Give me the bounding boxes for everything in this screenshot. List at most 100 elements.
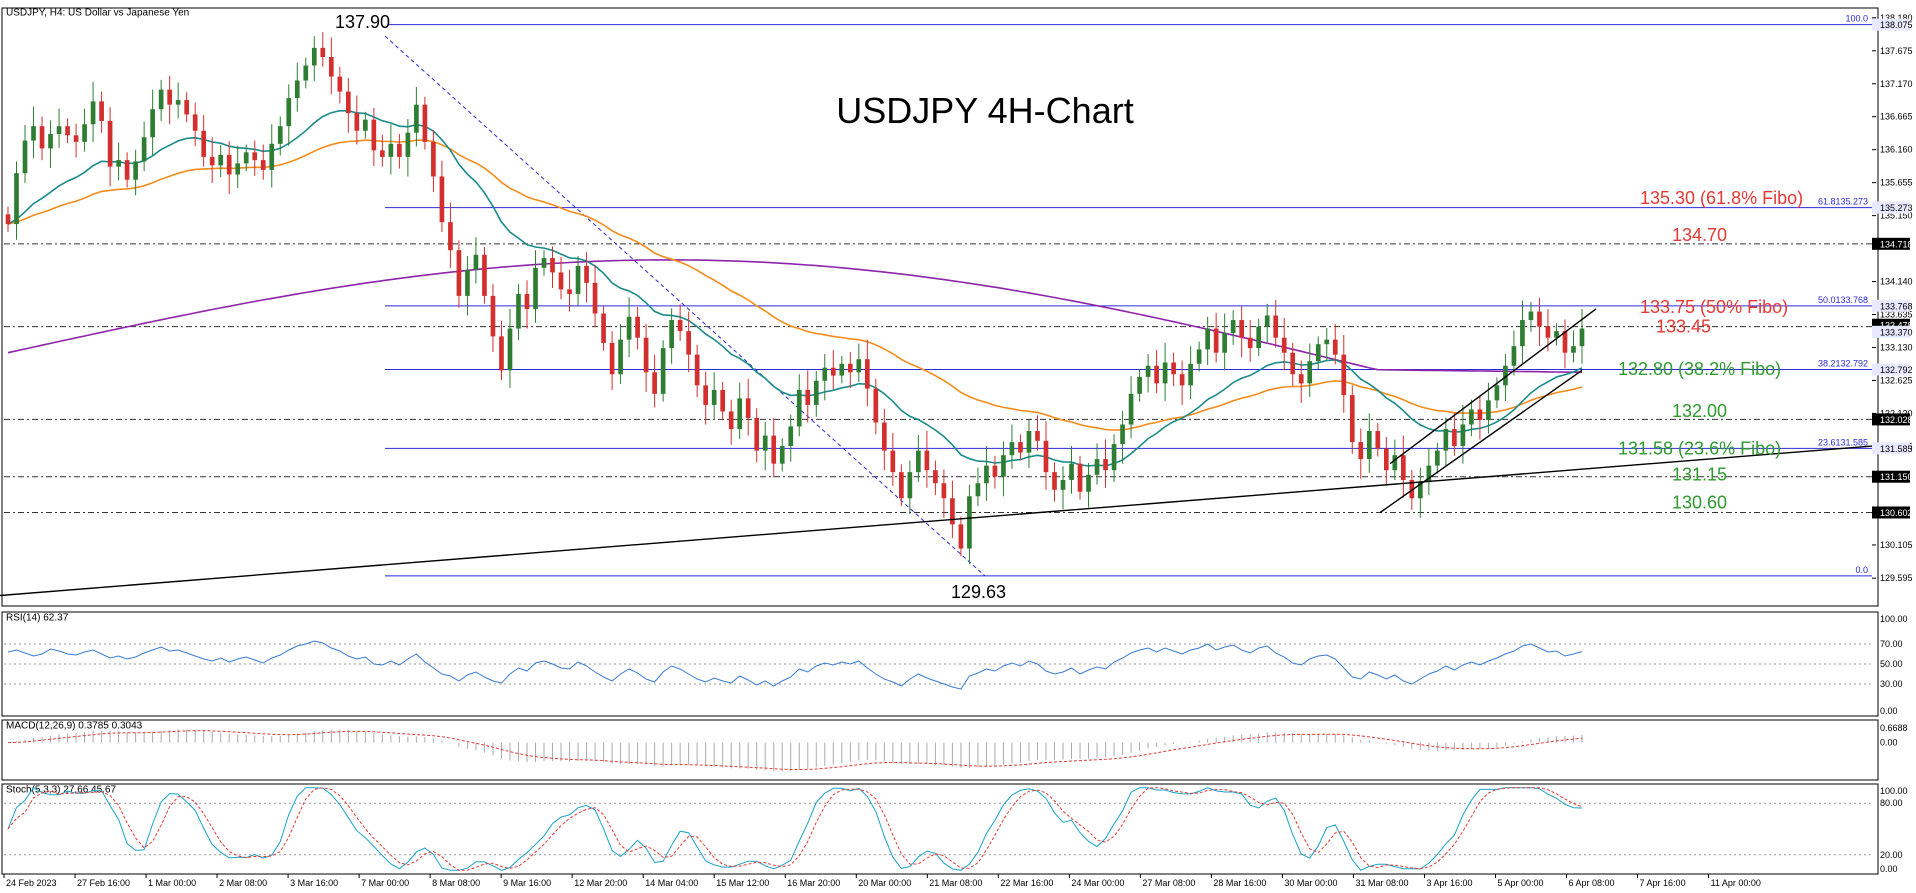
stoch-tick-label: 100.00 [1880,786,1908,796]
candle-body [286,98,292,127]
x-tick-label: 3 Mar 16:00 [290,878,338,888]
candle-body [22,140,28,174]
candle-body [448,222,453,251]
price-label-text: 134.718 [1880,239,1913,249]
candle-body [967,496,972,549]
candle-body [294,80,300,99]
x-tick-label: 7 Mar 00:00 [361,878,409,888]
candle-body [1137,376,1142,394]
y-tick-label: 132.625 [1880,375,1913,385]
candle-body [107,120,113,167]
candle-body [56,126,62,135]
price-label-text: 133.478 [1880,320,1913,330]
candle-body [984,465,989,484]
price-annotation: 133.45 [1656,317,1711,337]
candle-body [779,446,785,464]
candle-body [677,320,683,332]
candle-body [813,380,819,405]
price-label-text: 131.585 [1880,444,1913,454]
candle-body [1324,339,1330,345]
stoch-tick-label: 20.00 [1880,850,1903,860]
candle-body [82,124,87,142]
candle-body [1239,320,1245,338]
candle-body [337,76,343,92]
macd-header: MACD(12,26,9) 0.3785 0.3043 [6,720,143,731]
chart-title: USDJPY 4H-Chart [836,90,1133,131]
price-annotation: 134.70 [1672,225,1727,245]
candle-body [1358,442,1364,460]
rsi-tick-label: 30.00 [1880,679,1903,689]
candle-body [933,470,938,484]
y-tick-label: 138.180 [1880,13,1913,23]
candle-body [1264,315,1270,327]
long-term-trendline [0,445,1873,597]
candle-body [192,114,198,131]
stoch-tick-label: 0.00 [1880,864,1898,874]
candle-body [1349,395,1355,443]
candle-body [592,282,598,314]
candle-body [1315,344,1321,362]
y-tick-label: 134.140 [1880,277,1913,287]
price-label-box [1872,299,1910,312]
x-tick-label: 11 Apr 00:00 [1711,878,1761,888]
candle-body [618,339,623,375]
candle-body [524,293,530,309]
candle-body [311,47,317,66]
candle-body [516,293,521,329]
fibo-level-label: 23.6131.585 [1818,437,1868,447]
candle-body [1452,429,1457,447]
candle-body [354,113,360,131]
candle-body [235,163,241,175]
candle-body [1460,424,1466,447]
candle-body [550,258,555,273]
candle-body [1290,352,1296,375]
candle-body [1162,362,1168,384]
price-label-box [1872,413,1910,426]
x-tick-label: 22 Mar 16:00 [1000,878,1053,888]
candle-body [1247,337,1253,349]
candle-body [260,160,266,170]
candle-body [694,354,700,386]
y-tick-label: 135.150 [1880,211,1913,221]
x-tick-label: 15 Mar 12:00 [716,878,769,888]
x-tick-label: 5 Apr 00:00 [1497,878,1543,888]
price-annotation: 132.00 [1672,401,1727,421]
candle-body [1043,440,1049,473]
price-label-text: 130.602 [1880,508,1913,518]
candle-body [328,56,334,77]
channel-lower-line [1379,369,1583,514]
stoch-header: Stoch(5,3,3) 27.66 45.67 [6,784,117,795]
candle-body [1222,333,1227,353]
candle-body [1018,442,1023,453]
x-tick-label: 7 Apr 16:00 [1640,878,1686,888]
y-tick-label: 132.120 [1880,408,1913,418]
macd-tick-label: 0.6688 [1880,723,1908,733]
candle-body [201,130,207,157]
candle-body [1435,450,1440,466]
candle-body [1469,409,1474,425]
candle-body [1545,326,1551,338]
candle-body [141,137,147,162]
candle-body [1400,455,1406,480]
price-label-box [1872,470,1910,483]
candle-body [533,267,538,309]
candle-body [1281,337,1287,353]
x-tick-label: 30 Mar 00:00 [1284,878,1337,888]
candle-body [686,331,691,355]
candle-body [39,126,45,149]
candle-body [1171,362,1176,375]
y-tick-label: 133.635 [1880,310,1913,320]
price-label-text: 133.768 [1880,301,1913,311]
candle-body [439,176,445,223]
channel-upper-line [1389,308,1597,465]
candle-body [771,435,777,464]
candle-body [252,152,258,161]
price-annotation: 129.63 [951,582,1006,602]
candle-body [1409,479,1415,499]
candle-body [1120,424,1125,445]
candle-body [226,154,232,175]
candle-body [754,417,760,451]
candle-body [881,422,887,451]
